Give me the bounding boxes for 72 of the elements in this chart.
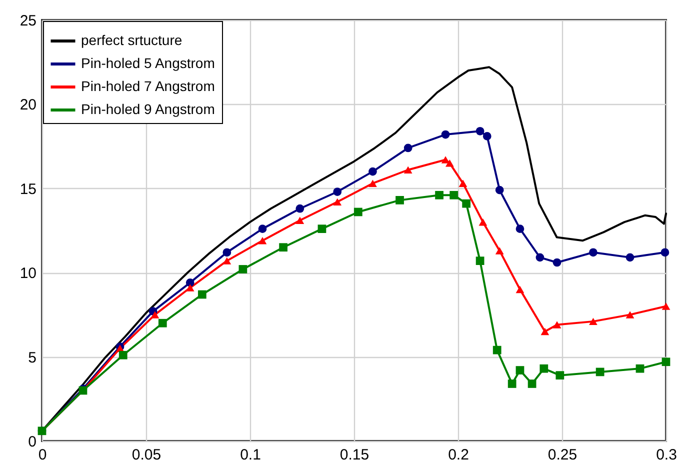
y-tick-label: 20 [20, 96, 36, 114]
point [660, 248, 670, 257]
point [516, 224, 524, 233]
point [458, 180, 468, 187]
point [626, 311, 634, 318]
point [333, 188, 342, 196]
point [589, 318, 598, 326]
point [528, 380, 536, 388]
legend-label: Pin-holed 9 Angstrom [81, 101, 215, 117]
legend-label: Pin-holed 5 Angstrom [81, 55, 215, 71]
x-tick-label: 0.25 [548, 446, 578, 464]
point [150, 311, 160, 318]
point [158, 318, 167, 328]
point [516, 366, 524, 374]
point [450, 190, 458, 200]
point [404, 166, 412, 174]
point [186, 284, 194, 292]
point [662, 358, 670, 366]
point [198, 290, 206, 299]
point [536, 253, 544, 262]
point [596, 368, 604, 376]
point [476, 126, 484, 136]
point [495, 247, 504, 254]
point [540, 364, 548, 373]
y-tick-label: 25 [20, 12, 36, 30]
point [118, 350, 128, 360]
point [333, 198, 342, 206]
point [296, 204, 304, 213]
point [552, 258, 562, 267]
point [589, 248, 598, 257]
point [396, 196, 404, 204]
point [222, 248, 232, 257]
point [368, 167, 377, 176]
point [279, 243, 288, 252]
point [495, 186, 504, 194]
point [462, 199, 471, 208]
point [476, 256, 484, 265]
point [435, 190, 444, 200]
point [540, 328, 550, 336]
x-tick-label: 0.05 [132, 446, 162, 464]
point [441, 130, 450, 139]
point [445, 160, 454, 167]
legend-label: Pin-holed 7 Angstrom [81, 78, 215, 94]
point [222, 257, 232, 264]
point [404, 144, 412, 152]
y-tick-label: 15 [20, 180, 36, 198]
point [478, 218, 488, 226]
point [482, 132, 492, 140]
point [662, 302, 670, 310]
point [318, 224, 326, 233]
point [636, 364, 644, 373]
legend-label: perfect srtucture [81, 32, 182, 48]
x-tick-label: 0.15 [340, 446, 370, 464]
point [354, 208, 362, 216]
point [516, 286, 524, 294]
point [626, 253, 634, 262]
point [552, 321, 562, 328]
point [258, 224, 267, 233]
y-tick-label: 0 [28, 434, 36, 450]
y-tick-label: 10 [20, 265, 36, 282]
point [556, 371, 564, 380]
point [508, 380, 516, 388]
point [368, 180, 377, 187]
point [238, 265, 248, 274]
point [492, 346, 502, 354]
x-tick-label: 0.1 [240, 446, 261, 464]
point [296, 216, 304, 224]
y-tick-label: 5 [28, 349, 36, 366]
point [186, 278, 194, 287]
point [258, 236, 267, 244]
x-tick-label: 0.3 [656, 446, 677, 464]
x-tick-label: 0.2 [448, 446, 469, 464]
